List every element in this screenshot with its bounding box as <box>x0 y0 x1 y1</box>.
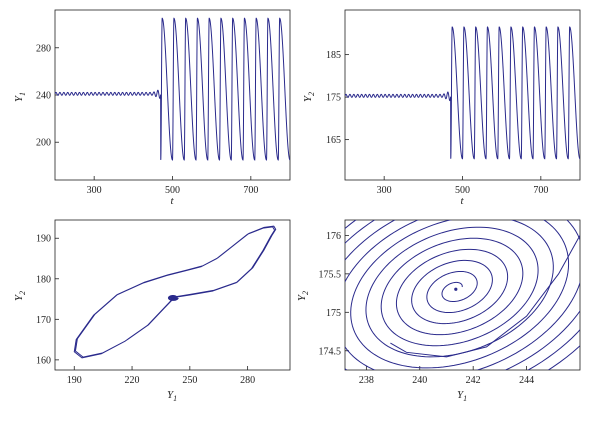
y-tick-label: 190 <box>36 234 51 245</box>
x-tick-label: 242 <box>466 375 481 386</box>
x-tick-label: 190 <box>67 375 82 386</box>
panel-phase-xlabel: Y1 <box>167 389 177 403</box>
panel-zoom-ylabel-main: Y <box>296 293 308 301</box>
panel-zoom-ticks: 238 240 242 244 174.5 175 175.5 176 <box>319 231 535 386</box>
panel-zoom-ylabel-sub: 2 <box>301 291 310 295</box>
x-tick-label: 700 <box>243 185 258 196</box>
x-tick-label: 300 <box>377 185 392 196</box>
series-line <box>345 26 580 160</box>
x-tick-label: 244 <box>519 375 534 386</box>
x-tick-label: 700 <box>533 185 548 196</box>
panel-zoom-xlabel-main: Y <box>457 389 465 401</box>
y-tick-label: 175 <box>326 93 341 104</box>
panel-phase-ylabel-sub: 2 <box>18 291 27 295</box>
panel-zoom-frame <box>344 219 581 371</box>
x-tick-label: 220 <box>125 375 140 386</box>
panel-y2-xlabel: t <box>460 195 464 207</box>
y-tick-label: 200 <box>36 138 51 149</box>
panel-y1-ticks: 300 500 700 200 240 280 <box>36 43 258 196</box>
panel-phase-frame <box>54 219 291 371</box>
panel-zoom-xlabel: Y1 <box>457 389 467 403</box>
panel-phase-xlabel-sub: 1 <box>173 394 177 403</box>
y-tick-label: 160 <box>36 355 51 366</box>
panel-phase-ylabel: Y2 <box>13 291 27 301</box>
x-tick-label: 500 <box>165 185 180 196</box>
equilibrium-point <box>454 287 458 291</box>
y-tick-label: 176 <box>326 231 341 242</box>
panel-y2-ylabel-main: Y <box>302 94 314 102</box>
y-tick-label: 180 <box>36 274 51 285</box>
y-tick-label: 175 <box>326 308 341 319</box>
x-tick-label: 250 <box>182 375 197 386</box>
panel-phase-series <box>73 225 277 359</box>
panel-zoom-xlabel-sub: 1 <box>463 394 467 403</box>
panel-phase-xlabel-main: Y <box>167 389 175 401</box>
panel-y2-ylabel-sub: 2 <box>307 92 316 96</box>
y-tick-label: 175.5 <box>319 269 342 280</box>
panel-y1-xlabel: t <box>170 195 174 207</box>
panel-y1-series <box>55 17 290 161</box>
x-tick-label: 300 <box>87 185 102 196</box>
panel-y2-series <box>345 26 580 160</box>
panel-phase-ylabel-main: Y <box>13 293 25 301</box>
panel-phase-ticks: 190 220 250 280 160 170 180 190 <box>36 234 255 386</box>
x-tick-label: 238 <box>359 375 374 386</box>
x-tick-label: 280 <box>240 375 255 386</box>
equilibrium-point <box>171 296 175 300</box>
panel-y1-ylabel: Y1 <box>13 92 27 102</box>
panel-zoom-ylabel: Y2 <box>296 291 310 301</box>
y-tick-label: 174.5 <box>319 346 342 357</box>
x-tick-label: 240 <box>412 375 427 386</box>
panel-y2-time-series: 300 500 700 165 175 185 t Y2 <box>302 9 581 207</box>
y-tick-label: 170 <box>36 315 51 326</box>
spiral-line <box>345 220 580 370</box>
panel-zoom-series <box>345 220 580 370</box>
panel-y1-time-series: 300 500 700 200 240 280 t Y1 <box>13 9 291 207</box>
x-tick-label: 500 <box>455 185 470 196</box>
y-tick-label: 280 <box>36 43 51 54</box>
y-tick-label: 185 <box>326 50 341 61</box>
limit-cycle-line <box>73 225 277 359</box>
y-tick-label: 240 <box>36 91 51 102</box>
panel-y2-ylabel: Y2 <box>302 92 316 102</box>
outer-arc-line <box>390 235 580 358</box>
panel-y1-ylabel-sub: 1 <box>18 92 27 96</box>
panel-y2-ticks: 300 500 700 165 175 185 <box>326 50 548 196</box>
y-tick-label: 165 <box>326 135 341 146</box>
panel-y1-ylabel-main: Y <box>13 94 25 102</box>
series-line <box>55 17 290 161</box>
